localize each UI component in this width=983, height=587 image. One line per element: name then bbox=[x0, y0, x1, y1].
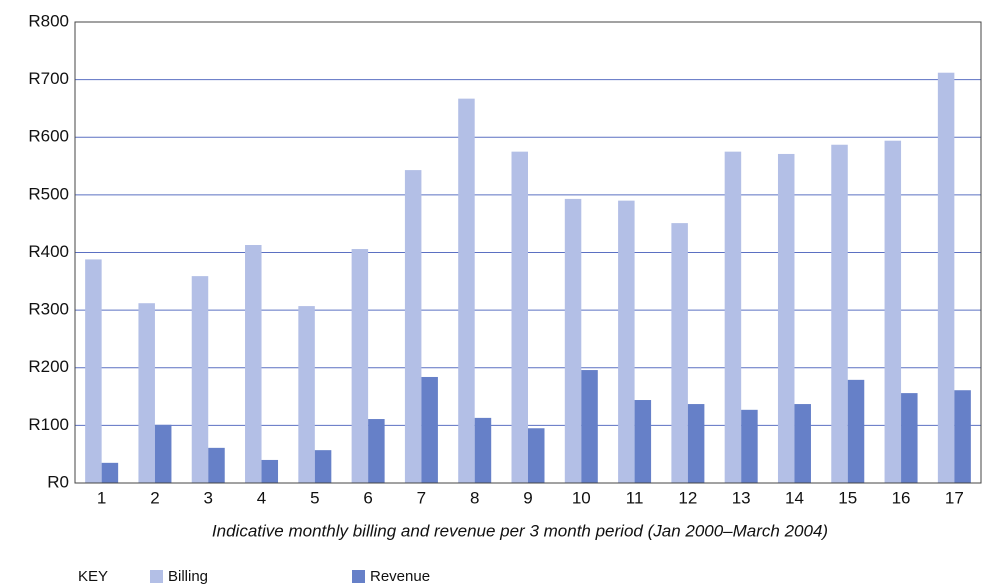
bar bbox=[368, 419, 385, 483]
bar bbox=[884, 140, 902, 483]
bar bbox=[634, 400, 652, 483]
x-tick-label: 5 bbox=[310, 488, 319, 507]
x-tick-label: 10 bbox=[572, 488, 591, 507]
bar bbox=[138, 303, 155, 483]
bar bbox=[741, 409, 758, 483]
bar bbox=[954, 390, 971, 483]
bar bbox=[298, 306, 315, 483]
bar bbox=[245, 245, 262, 483]
bar bbox=[847, 379, 865, 483]
bar bbox=[671, 223, 688, 483]
x-tick-label: 4 bbox=[257, 488, 266, 507]
plot-border bbox=[74, 21, 982, 484]
bar bbox=[85, 259, 102, 483]
bar bbox=[404, 170, 422, 483]
bar bbox=[261, 459, 279, 483]
y-tick-label: R100 bbox=[28, 415, 69, 434]
x-tick-label: 17 bbox=[945, 488, 964, 507]
bar bbox=[564, 198, 582, 483]
bar bbox=[101, 462, 119, 483]
bar bbox=[618, 200, 635, 483]
x-tick-label: 7 bbox=[417, 488, 426, 507]
x-tick-label: 15 bbox=[838, 488, 857, 507]
bar bbox=[794, 404, 811, 483]
x-tick-label: 1 bbox=[97, 488, 106, 507]
x-tick-label: 14 bbox=[785, 488, 804, 507]
x-tick-label: 8 bbox=[470, 488, 479, 507]
x-tick-label: 12 bbox=[678, 488, 697, 507]
y-tick-label: R800 bbox=[28, 11, 69, 30]
y-tick-label: R200 bbox=[28, 357, 69, 376]
bar bbox=[831, 144, 848, 483]
legend-label: Revenue bbox=[370, 568, 430, 585]
bar bbox=[777, 153, 795, 483]
x-tick-label: 6 bbox=[363, 488, 372, 507]
bar bbox=[511, 151, 528, 483]
legend-swatch bbox=[352, 570, 365, 583]
x-tick-label: 2 bbox=[150, 488, 159, 507]
bar bbox=[208, 447, 225, 483]
bar bbox=[191, 276, 209, 483]
legend-title: KEY bbox=[78, 568, 108, 585]
bar bbox=[937, 72, 955, 484]
x-tick-label: 16 bbox=[892, 488, 911, 507]
x-tick-label: 11 bbox=[626, 488, 644, 507]
bar bbox=[687, 404, 705, 483]
bar bbox=[901, 393, 918, 483]
bar bbox=[458, 98, 475, 484]
bar bbox=[154, 424, 172, 483]
bar bbox=[421, 376, 438, 483]
bar bbox=[474, 417, 492, 483]
y-tick-label: R600 bbox=[28, 127, 69, 146]
legend-label: Billing bbox=[168, 568, 208, 585]
x-tick-label: 13 bbox=[732, 488, 751, 507]
y-tick-label: R500 bbox=[28, 184, 69, 203]
y-tick-label: R400 bbox=[28, 242, 69, 261]
bar bbox=[724, 151, 742, 483]
y-tick-label: R300 bbox=[28, 300, 69, 319]
bar bbox=[581, 370, 598, 483]
bar bbox=[528, 428, 545, 483]
x-axis-label: Indicative monthly billing and revenue p… bbox=[212, 521, 828, 540]
y-tick-label: R0 bbox=[47, 472, 69, 491]
x-tick-label: 3 bbox=[204, 488, 213, 507]
bar bbox=[351, 249, 369, 483]
y-tick-label: R700 bbox=[28, 69, 69, 88]
x-tick-label: 9 bbox=[523, 488, 532, 507]
bar bbox=[314, 450, 332, 483]
legend-swatch bbox=[150, 570, 163, 583]
